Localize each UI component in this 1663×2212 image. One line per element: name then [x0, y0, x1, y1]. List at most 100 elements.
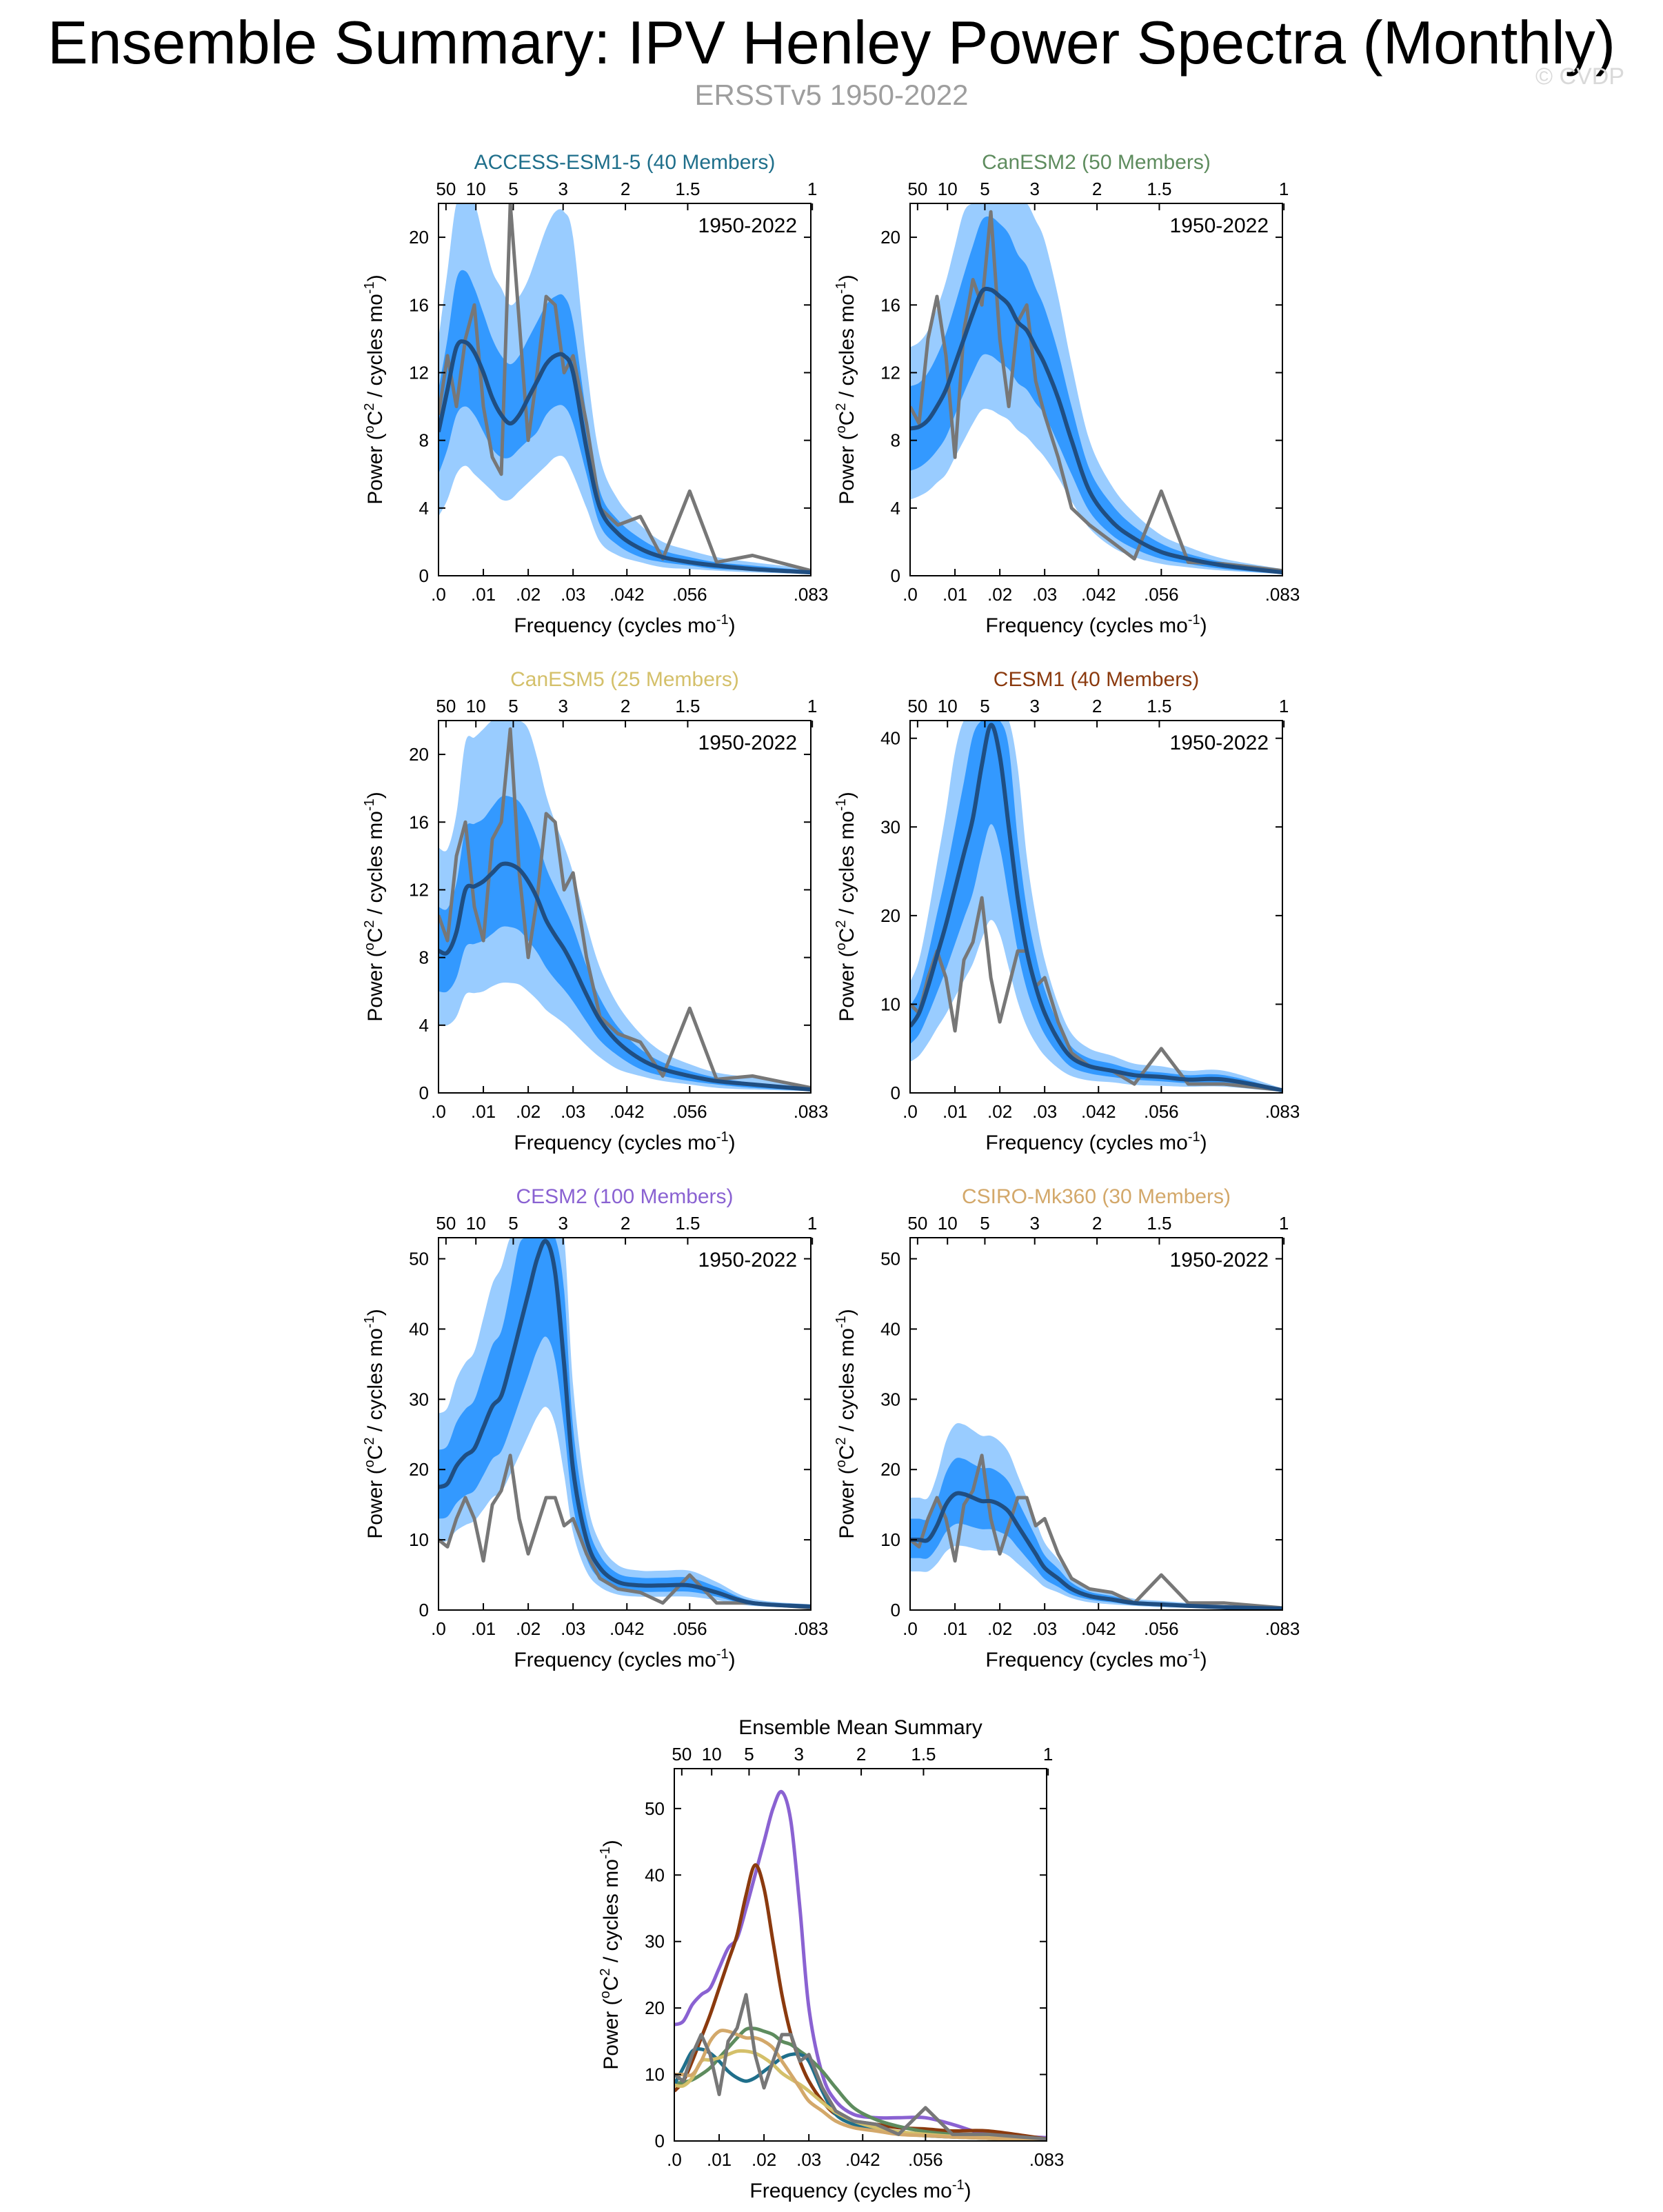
x-tick-label: .056 — [1144, 584, 1179, 605]
chart-panel: 0 10 20 30 40 50 .0 .01 .02 .03 .042 .056 .083 50 10 5 3… — [598, 1716, 1064, 2202]
plot-area — [439, 1238, 811, 1610]
band-25-75 — [439, 270, 811, 574]
x-tick-label: .03 — [561, 1618, 585, 1639]
plot-frame — [909, 203, 1283, 576]
x-tick-label: .02 — [516, 1618, 541, 1639]
top-tick-label: 3 — [558, 1213, 567, 1234]
top-tick-label: 5 — [744, 1744, 754, 1764]
x-tick-label: .083 — [1265, 1618, 1300, 1639]
period-label: 1950-2022 — [1170, 1249, 1269, 1271]
y-tick-label: 40 — [409, 1318, 429, 1339]
series-line-cesm1 — [674, 1863, 1047, 2141]
plot-frame — [909, 1237, 1283, 1611]
x-axis-label: Frequency (cycles mo-1) — [985, 612, 1207, 637]
ensemble-mean-line — [439, 339, 811, 575]
x-tick-label: .083 — [794, 1618, 829, 1639]
copyright-watermark: © CVDP — [1535, 63, 1624, 90]
x-tick-label: .0 — [431, 584, 446, 605]
band-25-75 — [910, 1458, 1282, 1609]
x-tick-label: .042 — [1081, 1618, 1116, 1639]
x-tick-label: .02 — [987, 1101, 1012, 1122]
ensemble-mean-line — [439, 1238, 811, 1609]
top-tick-label: 1 — [807, 696, 817, 716]
x-tick-label: .056 — [672, 1618, 707, 1639]
y-tick-label: 4 — [419, 498, 429, 519]
x-tick-label: .03 — [1032, 584, 1057, 605]
plot-area — [674, 1789, 1047, 2141]
y-tick-label: 0 — [655, 2131, 665, 2151]
x-tick-label: .02 — [987, 584, 1012, 605]
top-tick-label: 1.5 — [675, 179, 700, 199]
x-tick-label: .01 — [943, 584, 967, 605]
plot-frame — [438, 1237, 812, 1611]
x-tick-label: .03 — [561, 584, 585, 605]
panel-title: CSIRO-Mk360 (30 Members) — [962, 1185, 1231, 1208]
top-tick-label: 5 — [980, 696, 989, 716]
y-tick-label: 0 — [891, 1600, 900, 1620]
x-tick-label: .02 — [752, 2149, 776, 2170]
top-tick-label: 5 — [508, 696, 518, 716]
top-tick-label: 1.5 — [911, 1744, 936, 1764]
top-tick-label: 10 — [938, 1213, 958, 1234]
x-tick-label: .083 — [794, 584, 829, 605]
band-10-90 — [439, 721, 811, 1092]
period-label: 1950-2022 — [698, 214, 797, 237]
top-tick-label: 10 — [466, 179, 486, 199]
y-tick-label: 40 — [880, 728, 900, 749]
chart-panel: 0 4 8 12 16 20 .0 .01 .02 .03 .042 .056 .083 50 10 5 3 2 1… — [362, 151, 828, 637]
y-tick-label: 20 — [880, 227, 900, 248]
x-tick-label: .0 — [431, 1101, 446, 1122]
x-axis-label: Frequency (cycles mo-1) — [514, 1647, 735, 1671]
x-tick-label: .083 — [1265, 1101, 1300, 1122]
top-tick-label: 1.5 — [1147, 179, 1171, 199]
y-tick-label: 0 — [891, 565, 900, 586]
band-25-75 — [910, 721, 1282, 1092]
chart-panel: 0 10 20 30 40 50 .0 .01 .02 .03 .042 .056 .083 50 10 5 3… — [834, 1185, 1300, 1671]
top-tick-label: 10 — [466, 1213, 486, 1234]
top-tick-label: 5 — [980, 179, 989, 199]
band-10-90 — [910, 1422, 1282, 1609]
x-tick-label: .083 — [1265, 584, 1300, 605]
y-tick-label: 20 — [880, 905, 900, 926]
x-tick-label: .01 — [471, 1101, 496, 1122]
top-tick-label: 50 — [907, 696, 927, 716]
top-tick-label: 2 — [621, 1213, 630, 1234]
series-line-ersstv5 — [674, 1993, 1047, 2141]
x-tick-label: .042 — [1081, 1101, 1116, 1122]
x-tick-label: .02 — [987, 1618, 1012, 1639]
plot-frame — [438, 720, 812, 1094]
top-tick-label: 10 — [466, 696, 486, 716]
top-tick-label: 3 — [1029, 696, 1039, 716]
x-tick-label: .01 — [943, 1618, 967, 1639]
y-tick-label: 40 — [645, 1864, 665, 1885]
top-tick-label: 1 — [807, 1213, 817, 1234]
y-tick-label: 12 — [409, 362, 429, 383]
chart-panel: 0 10 20 30 40 50 .0 .01 .02 .03 .042 .056 .083 50 10 5 3… — [362, 1185, 828, 1671]
period-label: 1950-2022 — [698, 1249, 797, 1271]
top-tick-label: 2 — [856, 1744, 866, 1764]
top-tick-label: 2 — [621, 179, 630, 199]
x-tick-label: .02 — [516, 584, 541, 605]
band-25-75 — [910, 216, 1282, 574]
top-tick-label: 1 — [1279, 179, 1289, 199]
observed-line — [439, 1454, 811, 1610]
y-axis-label: Power (oC2 / cycles mo-1) — [362, 1309, 387, 1538]
y-tick-label: 20 — [409, 227, 429, 248]
y-axis-label: Power (oC2 / cycles mo-1) — [834, 1309, 858, 1538]
top-tick-label: 50 — [907, 1213, 927, 1234]
y-tick-label: 12 — [409, 879, 429, 900]
y-tick-label: 50 — [880, 1249, 900, 1269]
y-tick-label: 16 — [409, 812, 429, 832]
band-25-75 — [439, 796, 811, 1092]
period-label: 1950-2022 — [1170, 214, 1269, 237]
band-25-75 — [439, 1238, 811, 1607]
chart-panel: 0 4 8 12 16 20 .0 .01 .02 .03 .042 .056 .083 50 10 5 3 2 1… — [362, 668, 828, 1154]
top-tick-label: 1 — [807, 179, 817, 199]
plot-frame — [909, 720, 1283, 1094]
x-tick-label: .02 — [516, 1101, 541, 1122]
top-tick-label: 5 — [508, 1213, 518, 1234]
top-tick-label: 2 — [1092, 179, 1102, 199]
x-tick-label: .042 — [609, 584, 645, 605]
x-tick-label: .056 — [672, 584, 707, 605]
band-10-90 — [439, 203, 811, 574]
